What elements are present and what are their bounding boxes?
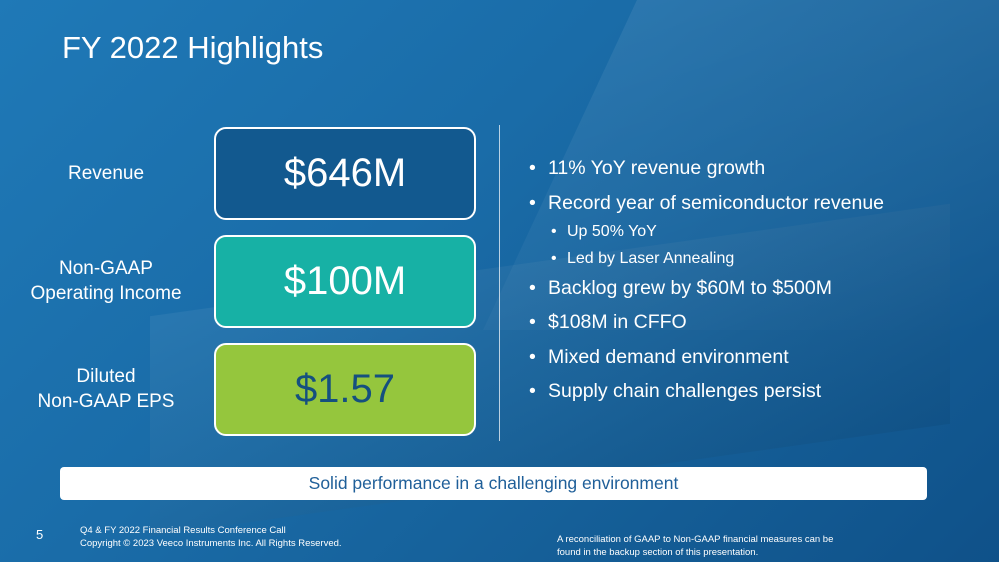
slide-title: FY 2022 Highlights — [62, 30, 324, 65]
sub-bullet-item: Led by Laser Annealing — [527, 248, 884, 275]
metric-box-eps: $1.57 — [214, 343, 476, 436]
footer-copyright: Q4 & FY 2022 Financial Results Conferenc… — [80, 525, 342, 550]
footer-line: Q4 & FY 2022 Financial Results Conferenc… — [80, 525, 286, 536]
metric-label-line: Diluted — [76, 366, 136, 387]
tagline-banner: Solid performance in a challenging envir… — [60, 467, 927, 500]
page-number: 5 — [36, 527, 44, 542]
metric-label-line: Non-GAAP EPS — [37, 391, 175, 412]
footer-line: Copyright © 2023 Veeco Instruments Inc. … — [80, 537, 342, 549]
bullet-item: $108M in CFFO — [527, 309, 884, 344]
highlights-list: 11% YoY revenue growth Record year of se… — [527, 155, 884, 413]
footer-reconciliation-note: A reconciliation of GAAP to Non-GAAP fin… — [557, 534, 877, 559]
bullet-item: Supply chain challenges persist — [527, 378, 884, 413]
bullet-item: Mixed demand environment — [527, 344, 884, 379]
footer-line: A reconciliation of GAAP to Non-GAAP fin… — [557, 534, 834, 545]
metric-label-eps: Diluted Non-GAAP EPS — [6, 364, 206, 414]
bullet-item: Record year of semiconductor revenue — [527, 190, 884, 221]
metric-label-line: Operating Income — [30, 283, 182, 304]
vertical-divider — [499, 125, 500, 441]
bullet-item: Backlog grew by $60M to $500M — [527, 275, 884, 310]
footer-line: found in the backup section of this pres… — [557, 546, 759, 558]
metric-label-line: Revenue — [67, 163, 145, 184]
metric-label-revenue: Revenue — [6, 161, 206, 186]
metric-box-operating-income: $100M — [214, 235, 476, 328]
metric-label-line: Non-GAAP — [59, 258, 153, 279]
bullet-item: 11% YoY revenue growth — [527, 155, 884, 190]
metric-box-revenue: $646M — [214, 127, 476, 220]
sub-bullet-item: Up 50% YoY — [527, 221, 884, 248]
metric-label-operating-income: Non-GAAP Operating Income — [6, 256, 206, 306]
